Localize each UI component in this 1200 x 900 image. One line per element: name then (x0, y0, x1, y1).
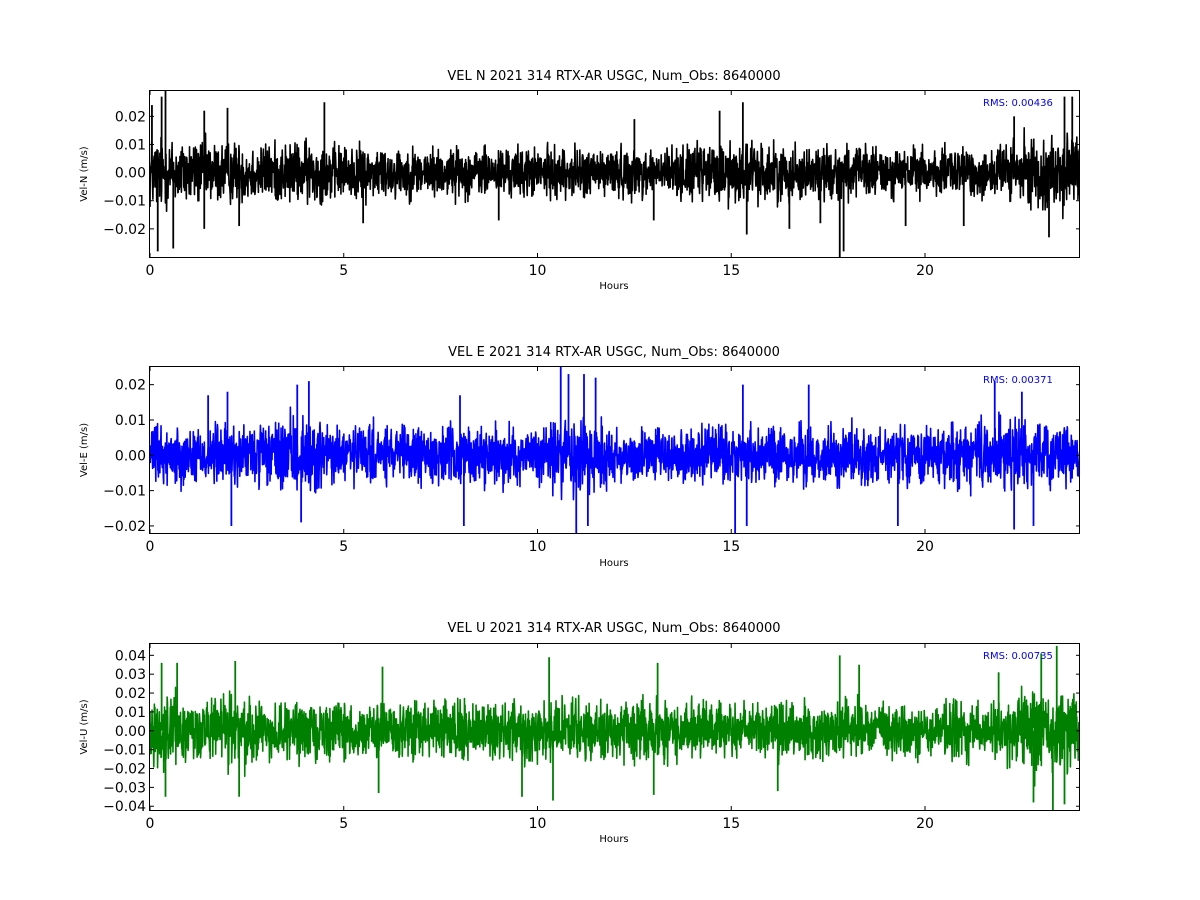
x-tick-label: 0 (146, 539, 155, 555)
x-tick-label: 10 (529, 816, 547, 832)
rms-annotation: RMS: 0.00436 (983, 98, 1053, 109)
y-tick-label: −0.02 (103, 762, 146, 778)
y-axis: −0.02 −0.01 0.00 0.01 0.02 (103, 378, 1080, 535)
plot-area (150, 367, 1080, 533)
subplot-vel-u: VEL U 2021 314 RTX-AR USGC, Num_Obs: 864… (79, 621, 1080, 845)
y-tick-label: 0.02 (115, 378, 146, 394)
y-tick-label: −0.01 (103, 484, 146, 500)
x-axis-label: Hours (599, 558, 628, 569)
y-tick-label: 0.02 (115, 686, 146, 702)
y-tick-label: 0.01 (115, 705, 146, 721)
x-axis: 0 5 10 15 20 (146, 91, 934, 279)
x-axis: 0 5 10 15 20 (146, 644, 934, 832)
x-tick-label: 15 (722, 263, 740, 279)
subplot-vel-e: VEL E 2021 314 RTX-AR USGC, Num_Obs: 864… (79, 345, 1080, 569)
y-tick-label: 0.01 (115, 413, 146, 429)
y-tick-label: −0.01 (103, 194, 146, 210)
x-tick-label: 15 (722, 816, 740, 832)
x-tick-label: 0 (146, 263, 155, 279)
y-axis-label: Vel-E (m/s) (79, 423, 90, 477)
x-tick-label: 5 (339, 263, 348, 279)
x-axis-label: Hours (599, 834, 628, 845)
x-tick-label: 10 (529, 539, 547, 555)
chart-title: VEL N 2021 314 RTX-AR USGC, Num_Obs: 864… (447, 69, 780, 84)
y-axis: −0.02 −0.01 0.00 0.01 0.02 (103, 109, 1080, 238)
series-line (150, 126, 1080, 220)
y-axis-label: Vel-U (m/s) (79, 699, 90, 754)
y-tick-label: 0.00 (115, 166, 146, 182)
x-tick-label: 5 (339, 539, 348, 555)
axes-frame (149, 643, 1080, 811)
y-tick-label: 0.00 (115, 448, 146, 464)
y-tick-label: 0.04 (115, 648, 146, 664)
y-axis: −0.04 −0.03 −0.02 −0.01 0.00 0.01 0.02 0.03 0.04 (103, 648, 1080, 815)
plot-area (150, 91, 1080, 257)
plot-area (150, 645, 1080, 810)
x-tick-label: 15 (722, 539, 740, 555)
x-tick-label: 20 (916, 816, 934, 832)
y-tick-label: −0.03 (103, 780, 146, 796)
x-tick-label: 10 (529, 263, 547, 279)
y-tick-label: −0.02 (103, 222, 146, 238)
series-line (150, 685, 1080, 787)
chart-title: VEL E 2021 314 RTX-AR USGC, Num_Obs: 864… (448, 345, 780, 360)
x-tick-label: 0 (146, 816, 155, 832)
x-axis-label: Hours (599, 281, 628, 292)
y-tick-label: 0.03 (115, 667, 146, 683)
y-axis-label: Vel-N (m/s) (79, 146, 90, 201)
x-tick-label: 5 (339, 816, 348, 832)
chart-title: VEL U 2021 314 RTX-AR USGC, Num_Obs: 864… (447, 621, 780, 636)
axes-frame (149, 366, 1080, 534)
series-line (150, 406, 1080, 501)
y-tick-label: 0.01 (115, 137, 146, 153)
x-tick-label: 20 (916, 263, 934, 279)
x-axis: 0 5 10 15 20 (146, 367, 934, 555)
x-tick-label: 20 (916, 539, 934, 555)
axes-frame (149, 90, 1080, 258)
y-tick-label: −0.02 (103, 519, 146, 535)
y-tick-label: −0.04 (103, 799, 146, 815)
y-tick-label: −0.01 (103, 743, 146, 759)
y-tick-label: 0.02 (115, 109, 146, 125)
rms-annotation: RMS: 0.00371 (983, 375, 1053, 386)
y-tick-label: 0.00 (115, 724, 146, 740)
subplot-vel-n: VEL N 2021 314 RTX-AR USGC, Num_Obs: 864… (79, 69, 1080, 292)
rms-annotation: RMS: 0.00735 (983, 651, 1053, 662)
